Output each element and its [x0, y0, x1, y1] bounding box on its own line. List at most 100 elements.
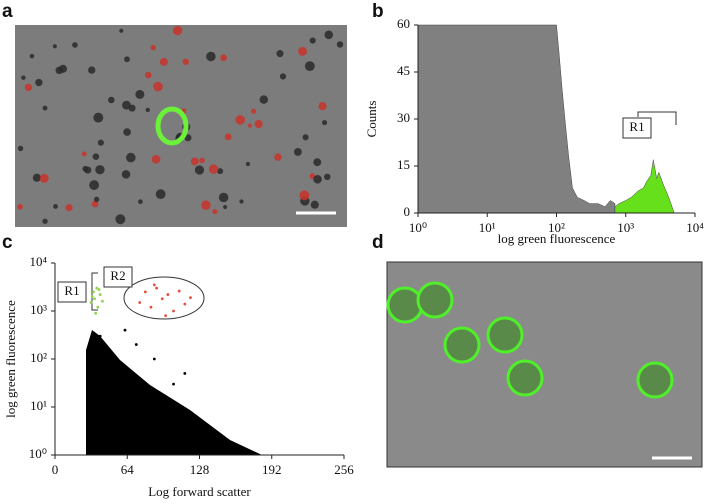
cell: [324, 30, 334, 40]
point: [93, 297, 96, 301]
cell: [321, 119, 328, 126]
cell: [218, 192, 229, 203]
annotation: R1: [64, 283, 79, 298]
x-axis-label: Log forward scatter: [148, 484, 251, 499]
panel-label: b: [372, 1, 384, 22]
cell: [93, 112, 104, 123]
y-tick-label: 60: [397, 16, 410, 31]
point: [160, 297, 164, 301]
cell: [324, 173, 331, 181]
cell: [88, 66, 96, 74]
point: [160, 416, 164, 420]
point: [134, 343, 138, 346]
panel-label: a: [2, 1, 13, 22]
cell: [138, 199, 143, 205]
point: [149, 405, 153, 409]
y-tick-label: 10⁴: [29, 254, 47, 269]
x-tick-label: 192: [262, 462, 282, 477]
x-tick-label: 0: [52, 462, 59, 477]
cell: [313, 174, 322, 184]
point: [112, 368, 116, 372]
cell: [309, 37, 316, 44]
cell: [128, 104, 136, 112]
cell: [245, 161, 251, 167]
cell: [155, 189, 166, 200]
point: [189, 430, 192, 434]
point: [123, 328, 127, 332]
x-tick-label: 10⁰: [409, 220, 427, 235]
point: [222, 441, 226, 445]
point: [155, 410, 159, 414]
cell: [486, 316, 524, 354]
cell: [304, 61, 315, 72]
cell: [93, 196, 100, 203]
point: [104, 349, 108, 352]
cell: [123, 128, 131, 136]
point: [91, 290, 95, 294]
annotation-box: [57, 281, 87, 303]
panel-label: c: [2, 232, 13, 253]
cell: [29, 53, 35, 59]
point: [172, 309, 175, 313]
point: [95, 286, 99, 290]
annotation-box: [103, 266, 133, 288]
gate-r1: [91, 272, 98, 311]
cell: [235, 115, 245, 125]
y-tick-label: 10¹: [30, 398, 47, 413]
cell: [224, 133, 232, 141]
cell: [201, 200, 211, 210]
point: [200, 434, 204, 438]
cell: [199, 157, 205, 164]
point: [166, 293, 170, 296]
cell: [276, 50, 284, 58]
point: [152, 357, 156, 361]
area: [417, 24, 616, 214]
cell: [310, 200, 319, 209]
point: [183, 372, 187, 375]
cell: [35, 78, 43, 87]
point: [166, 420, 170, 423]
cell: [506, 359, 544, 397]
cell: [208, 164, 219, 174]
y-axis-label: log green fluorescence: [3, 300, 18, 418]
point: [121, 386, 125, 390]
cell: [159, 57, 168, 66]
cell: [336, 41, 344, 48]
cell: [386, 286, 424, 324]
cell: [443, 326, 481, 364]
cell: [190, 157, 199, 166]
cell: [122, 100, 131, 110]
cell: [299, 190, 310, 201]
x-tick-label: 256: [334, 462, 354, 477]
cell: [126, 152, 136, 163]
annotation-box: [622, 117, 652, 139]
cell: [217, 168, 224, 175]
cell: [206, 51, 216, 62]
y-tick-label: 10²: [30, 350, 47, 365]
x-tick-label: 128: [190, 462, 210, 477]
cell: [636, 361, 674, 399]
x-tick-label: 64: [121, 462, 135, 477]
point: [177, 289, 181, 293]
cell: [182, 58, 190, 66]
cell: [150, 44, 156, 51]
cell: [145, 107, 150, 113]
cell: [153, 81, 163, 92]
cells: [386, 281, 674, 399]
cell: [81, 151, 87, 157]
point: [211, 439, 215, 442]
point: [115, 376, 119, 380]
point: [143, 290, 147, 294]
cell: [135, 89, 145, 99]
point: [101, 299, 104, 303]
point: [189, 296, 192, 300]
point: [183, 302, 187, 306]
cell: [194, 165, 205, 175]
point: [107, 362, 111, 366]
cell: [17, 145, 24, 152]
cell: [72, 42, 78, 48]
y-tick-label: 15: [397, 157, 410, 172]
cell: [97, 139, 104, 146]
